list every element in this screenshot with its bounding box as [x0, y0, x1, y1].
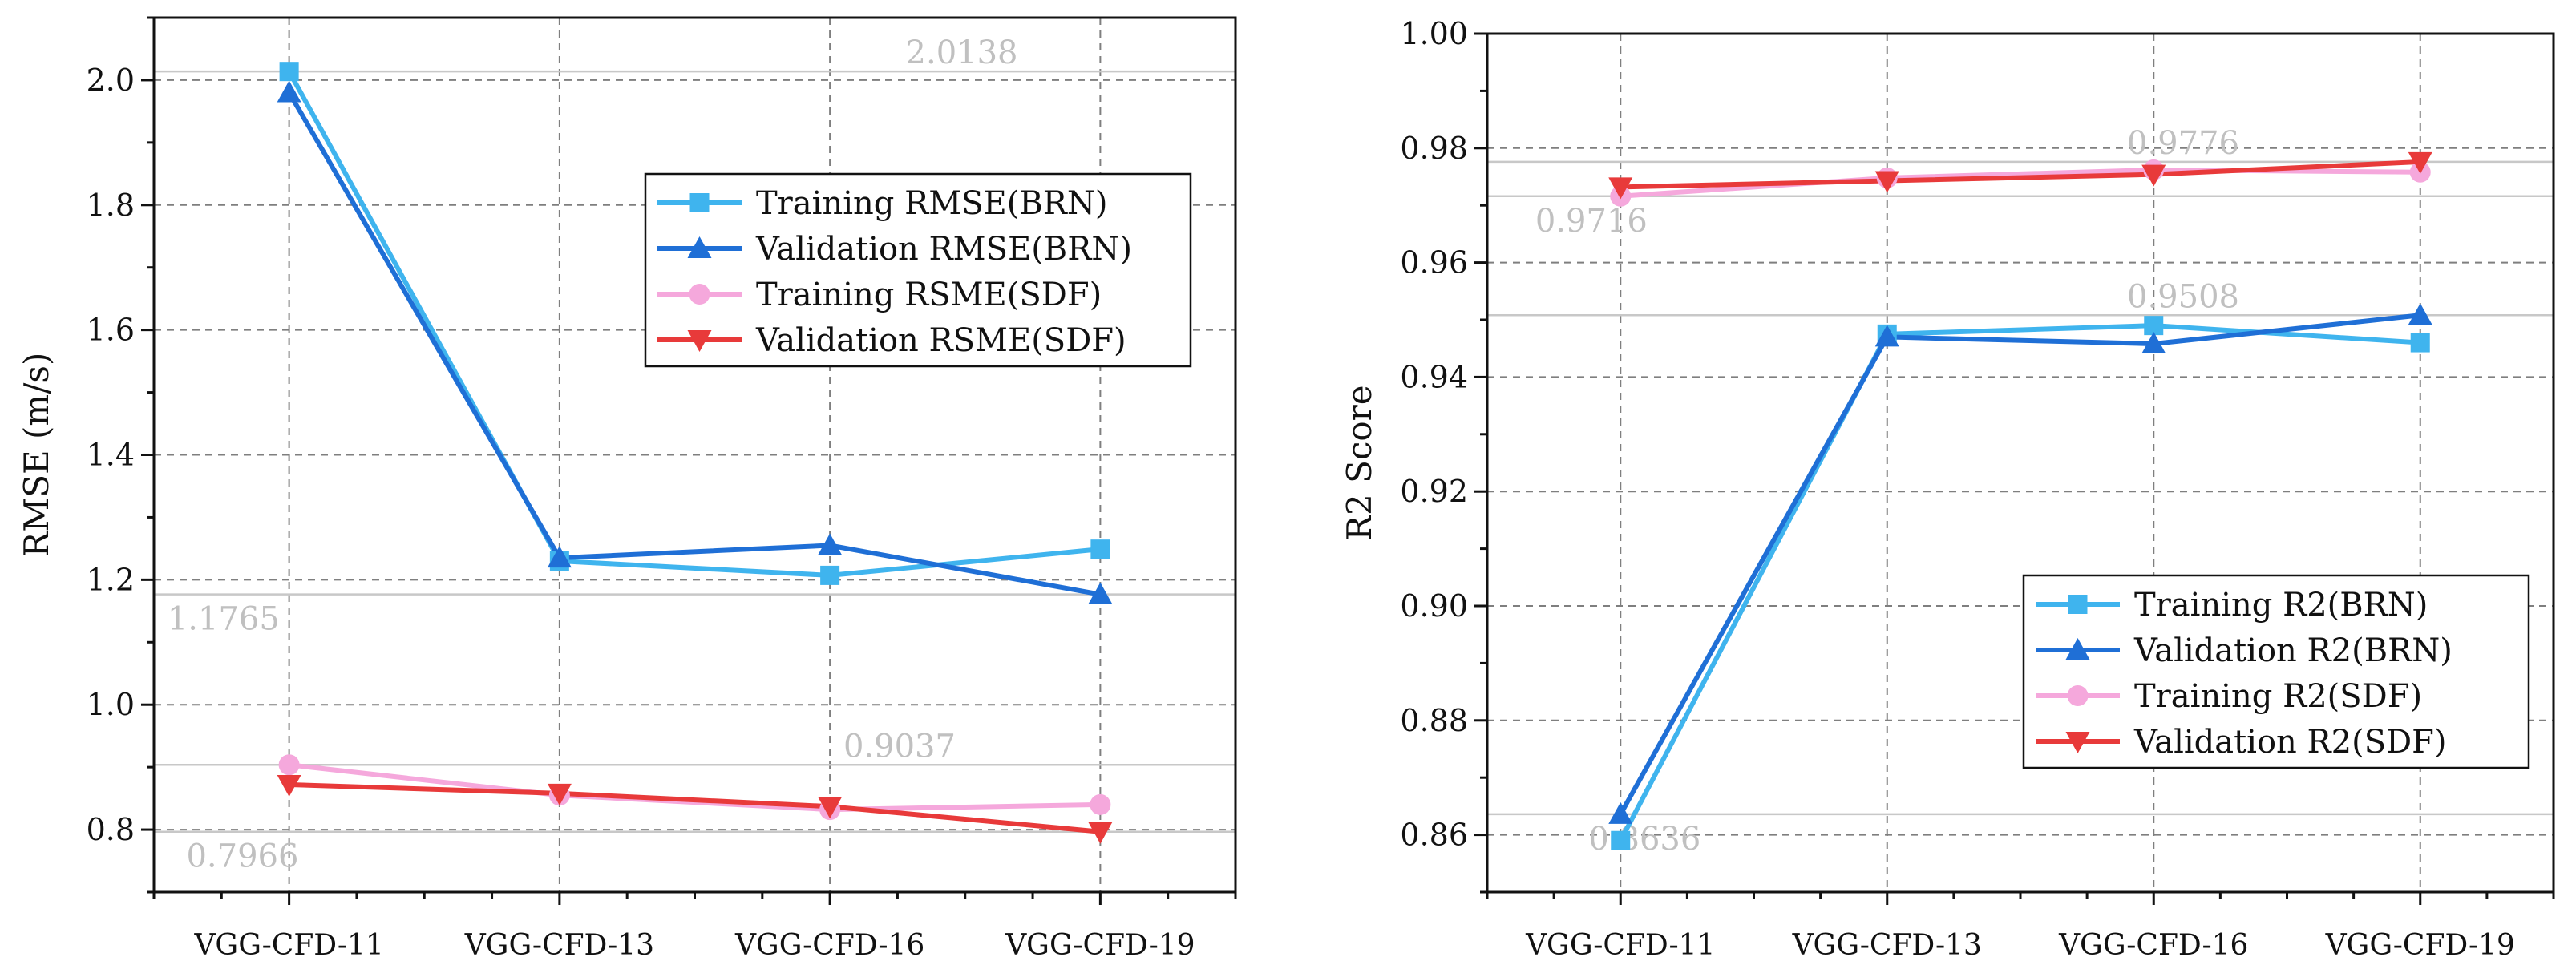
reference-annotation: 2.0138 [906, 34, 1018, 71]
legend: Training R2(BRN) Validation R2(BRN) Traini… [2022, 574, 2530, 769]
y-axis-label: RMSE (m/s) [17, 353, 56, 558]
data-point-s4 [277, 774, 301, 797]
reference-annotation: 0.9037 [843, 728, 956, 765]
legend-swatch-marker-3 [689, 284, 710, 305]
reference-annotation: 0.8636 [1588, 821, 1700, 858]
data-point-s2 [547, 546, 572, 568]
legend-swatch-marker-2 [2065, 638, 2090, 660]
y-tick-label: 0.92 [1400, 474, 1468, 509]
y-tick-label: 1.6 [87, 313, 135, 348]
y-tick-label: 0.86 [1400, 818, 1468, 853]
x-tick-label: VGG-CFD-13 [464, 929, 654, 962]
legend-swatch-marker-3 [2067, 685, 2089, 706]
x-tick-label: VGG-CFD-16 [734, 929, 924, 962]
data-point-s1 [279, 62, 299, 82]
chart-1: 2.0138 1.1765 0.9037 0.7966 0.8 1.0 1.2 1.4 1.6 1… [17, 16, 1237, 962]
y-tick-label: 1.2 [87, 562, 135, 597]
series-line-1 [286, 70, 1101, 578]
data-point-s2 [2408, 303, 2432, 325]
data-point-s4 [547, 783, 572, 805]
data-point-s4 [1608, 177, 1633, 200]
data-point-s2 [2141, 331, 2166, 353]
y-tick-label: 1.00 [1400, 16, 1468, 51]
x-tick-label: VGG-CFD-19 [1005, 929, 1195, 962]
data-point-s4 [2408, 151, 2432, 174]
data-point-s2 [277, 80, 301, 103]
legend-label-2: Validation RMSE(BRN) [755, 231, 1132, 268]
series-line-3 [1620, 167, 2420, 199]
y-tick-label: 1.0 [87, 687, 135, 722]
data-point-s2 [1088, 582, 1113, 604]
y-tick-label: 0.96 [1400, 245, 1468, 281]
y-tick-label: 0.94 [1400, 359, 1468, 394]
data-point-s1 [1611, 830, 1631, 850]
legend-label-3: Training R2(SDF) [2134, 678, 2422, 715]
series-line-2 [287, 91, 1101, 597]
series-line-3 [289, 762, 1101, 813]
y-tick-label: 1.8 [87, 188, 135, 223]
y-tick-label: 1.4 [87, 438, 135, 473]
data-point-s3 [278, 754, 300, 776]
x-tick-label: VGG-CFD-19 [2325, 929, 2515, 962]
data-point-s3 [1090, 793, 1111, 815]
series-line-4 [1620, 159, 2420, 190]
series-line-4 [289, 781, 1101, 834]
reference-annotation: 0.9716 [1535, 203, 1648, 240]
y-tick-label: 2.0 [87, 63, 135, 98]
reference-annotation: 0.7966 [186, 838, 298, 875]
y-axis-label: R2 Score [1340, 385, 1379, 540]
legend-swatch-marker-1 [689, 193, 710, 212]
reference-annotation: 0.9508 [2127, 278, 2239, 315]
legend-swatch-marker-2 [687, 236, 712, 258]
y-tick-label: 0.98 [1400, 131, 1468, 166]
x-tick-label: VGG-CFD-11 [1525, 929, 1715, 962]
x-tick-label: VGG-CFD-11 [193, 929, 383, 962]
legend-label-4: Validation R2(SDF) [2133, 724, 2447, 761]
data-point-s1 [2410, 333, 2430, 353]
data-point-s4 [1088, 822, 1113, 844]
data-point-s4 [2141, 164, 2166, 187]
reference-annotation: 1.1765 [168, 601, 280, 638]
legend-label-2: Validation R2(BRN) [2133, 632, 2453, 669]
legend-swatch-marker-1 [2068, 595, 2088, 614]
legend-label-3: Training RSME(SDF) [756, 277, 1102, 313]
data-point-s1 [1090, 539, 1110, 559]
series-line-2 [1618, 313, 2421, 816]
x-tick-label: VGG-CFD-13 [1792, 929, 1982, 962]
reference-annotation: 0.9776 [2127, 125, 2239, 162]
legend-box [2022, 574, 2530, 769]
data-point-s2 [1874, 325, 1899, 347]
data-point-s4 [1874, 171, 1899, 193]
y-tick-label: 0.8 [87, 812, 135, 847]
legend-label-4: Validation RSME(SDF) [755, 322, 1126, 359]
data-point-s2 [1608, 801, 1633, 824]
legend-label-1: Training RMSE(BRN) [756, 185, 1107, 222]
legend-box [644, 172, 1192, 368]
legend: Training RMSE(BRN) Validation RMSE(BRN) Tr… [644, 172, 1192, 368]
data-point-s2 [818, 533, 843, 555]
y-tick-label: 0.90 [1400, 588, 1468, 624]
legend-swatch-marker-4 [2065, 732, 2090, 753]
legend-swatch-marker-4 [687, 330, 712, 352]
chart-2: 0.9776 0.9716 0.9508 0.8636 0.86 0.88 0.90 0.92… [1340, 16, 2555, 962]
x-tick-label: VGG-CFD-16 [2058, 929, 2248, 962]
legend-label-1: Training R2(BRN) [2134, 587, 2428, 624]
data-point-s1 [820, 565, 840, 585]
series-line-1 [1618, 323, 2420, 842]
data-point-s4 [818, 797, 843, 819]
y-tick-label: 0.88 [1400, 703, 1468, 738]
